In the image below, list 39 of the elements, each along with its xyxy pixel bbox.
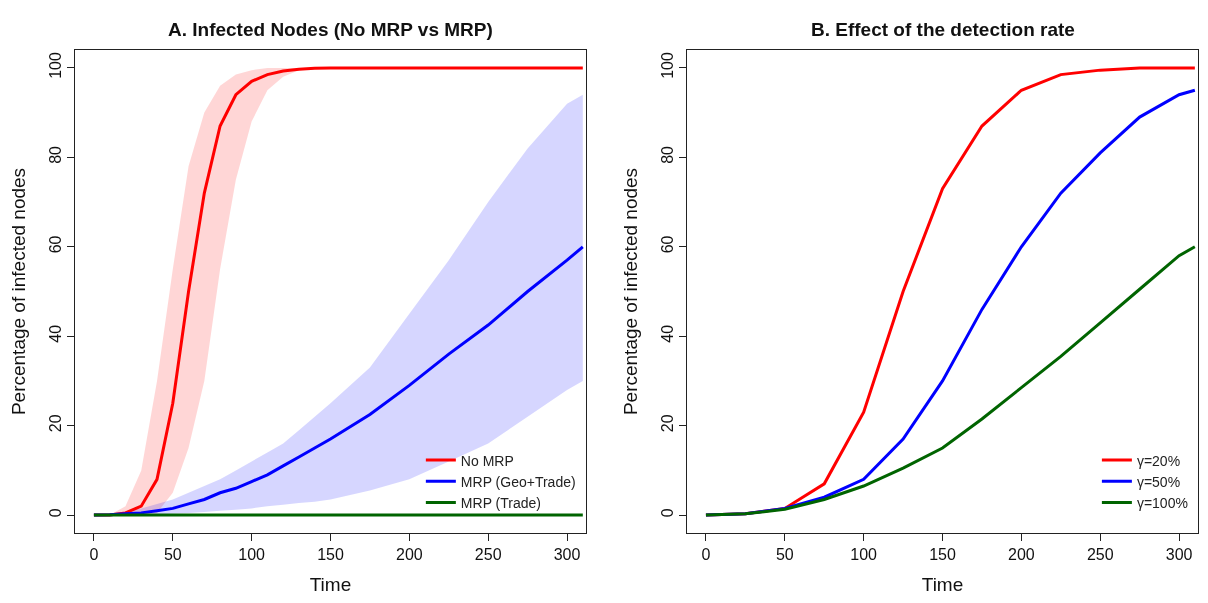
legend-label: γ=20% (1136, 452, 1181, 469)
y-tick-label: 0 (46, 508, 64, 518)
x-tick-label: 200 (395, 546, 423, 564)
x-tick-label: 0 (89, 546, 99, 564)
y-tick-label: 80 (658, 145, 676, 164)
line-series (704, 245, 1197, 517)
x-tick-label: 100 (238, 546, 266, 564)
y-axis-title: Percentage of infected nodes (8, 167, 30, 416)
x-tick-label: 300 (1165, 546, 1193, 564)
x-tick-label: 150 (929, 546, 956, 564)
y-tick-label: 100 (46, 52, 64, 79)
legend-label: MRP (Geo+Trade) (460, 473, 576, 490)
chart-title: B. Effect of the detection rate (811, 19, 1075, 40)
y-tick-label: 20 (658, 414, 676, 433)
y-axis-title: Percentage of infected nodes (620, 167, 642, 416)
legend-label: MRP (Trade) (460, 494, 541, 511)
legend-label: γ=100% (1136, 494, 1188, 511)
x-tick-label: 250 (474, 546, 502, 564)
x-tick-label: 150 (317, 546, 344, 564)
y-tick-label: 80 (46, 145, 64, 164)
x-tick-label: 200 (1008, 546, 1035, 564)
legend-label: γ=50% (1136, 473, 1181, 490)
y-tick-label: 60 (658, 235, 676, 254)
x-tick-label: 250 (1086, 546, 1114, 564)
x-tick-label: 0 (701, 546, 711, 564)
y-tick-label: 60 (46, 235, 64, 254)
y-tick-label: 0 (658, 508, 676, 518)
legend-label: No MRP (460, 452, 514, 469)
x-tick-label: 50 (163, 546, 182, 564)
y-tick-label: 20 (46, 414, 64, 433)
y-tick-label: 40 (658, 324, 676, 343)
chart-title: A. Infected Nodes (No MRP vs MRP) (168, 19, 493, 40)
x-tick-label: 300 (553, 546, 581, 564)
x-tick-label: 50 (775, 546, 794, 564)
y-tick-label: 40 (46, 324, 64, 343)
x-axis-title: Time (309, 574, 352, 595)
y-tick-label: 100 (658, 52, 676, 79)
x-tick-label: 100 (850, 546, 878, 564)
x-axis-title: Time (921, 574, 964, 595)
